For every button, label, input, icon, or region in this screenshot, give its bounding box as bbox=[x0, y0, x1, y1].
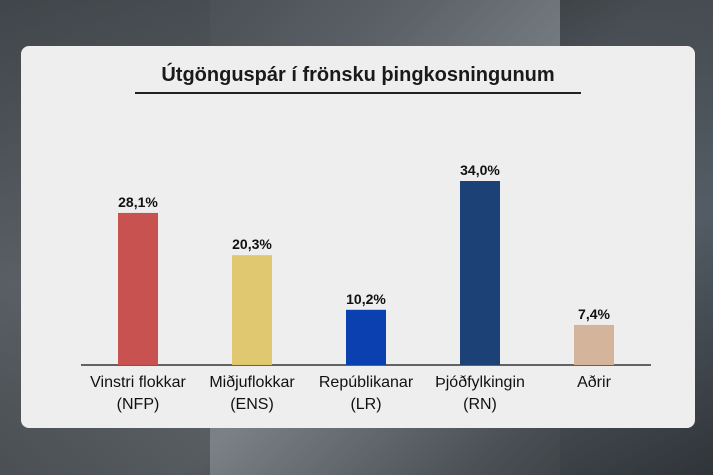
category-label-3-line-0: Þjóðfylkingin bbox=[435, 374, 525, 391]
title-underline bbox=[135, 92, 581, 94]
chart-card: Útgönguspár í frönsku þingkosningunum 28… bbox=[21, 46, 695, 428]
bar-value-label-2: 10,2% bbox=[346, 291, 386, 307]
bar-4 bbox=[574, 324, 614, 365]
bar-value-label-3: 34,0% bbox=[460, 162, 500, 178]
category-label-4-line-0: Aðrir bbox=[577, 374, 611, 391]
chart-title: Útgönguspár í frönsku þingkosningunum bbox=[161, 64, 555, 86]
bar-1 bbox=[232, 255, 272, 365]
category-label-1-line-1: (ENS) bbox=[230, 396, 274, 413]
bar-3 bbox=[460, 181, 500, 365]
category-label-2-line-0: Repúblikanar bbox=[319, 374, 414, 391]
bar-0 bbox=[118, 212, 158, 365]
bar-value-label-1: 20,3% bbox=[232, 236, 272, 252]
category-label-3-line-1: (RN) bbox=[463, 396, 497, 413]
bar-chart: 28,1% Vinstri flokkar (NFP) 20,3% Miðjuflokk… bbox=[81, 162, 651, 413]
bar-2 bbox=[346, 309, 386, 365]
category-label-1-line-0: Miðjuflokkar bbox=[209, 374, 295, 391]
category-label-0-line-1: (NFP) bbox=[117, 396, 160, 413]
bar-value-label-0: 28,1% bbox=[118, 194, 158, 210]
category-label-0-line-0: Vinstri flokkar bbox=[90, 374, 186, 391]
category-label-2-line-1: (LR) bbox=[350, 396, 381, 413]
bar-value-label-4: 7,4% bbox=[578, 306, 610, 322]
